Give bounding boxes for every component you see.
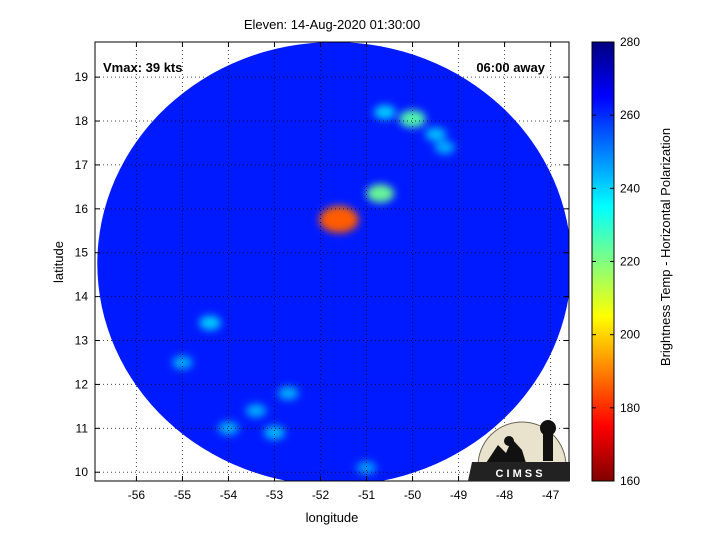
cold-feature-13 [356,461,377,475]
colorbar-tick-label: 200 [620,328,640,342]
cimss-logo-text: C I M S S [495,468,542,480]
y-tick-label: 13 [75,334,89,348]
x-axis-label: longitude [306,510,359,525]
chart-title: Eleven: 14-Aug-2020 01:30:00 [244,17,420,32]
swath-disc [97,42,569,481]
colorbar: 160 180 200 220 240 260 280 Brightness Temp - … [591,35,673,488]
cold-feature-1 [319,206,359,234]
x-tick-label: -49 [450,488,468,502]
colorbar-label: Brightness Temp - Horizontal Polarizatio… [658,128,673,366]
x-tick-label: -55 [174,488,192,502]
x-tick-label: -50 [404,488,422,502]
time-away-annotation: 06:00 away [476,60,545,75]
x-tick-label: -53 [266,488,284,502]
x-tick-label: -48 [496,488,514,502]
x-axis: -56 -55 -54 -53 -52 -51 -50 -49 -48 -47 [128,42,560,502]
colorbar-tick-label: 160 [620,474,640,488]
vmax-annotation: Vmax: 39 kts [103,60,183,75]
y-tick-label: 18 [75,114,89,128]
y-tick-label: 19 [75,70,89,84]
x-tick-label: -54 [220,488,238,502]
y-tick-label: 16 [75,202,89,216]
cold-feature-2 [366,184,395,203]
cold-feature-11 [278,386,299,400]
colorbar-tick-label: 220 [620,255,640,269]
y-tick-label: 17 [75,158,89,172]
y-axis-label: latitude [51,241,66,283]
cold-feature-4 [425,127,447,142]
colorbar-tick-label: 280 [620,35,640,49]
x-tick-label: -51 [358,488,376,502]
cold-feature-7 [199,315,221,331]
brightness-temp-swath [97,42,569,481]
colorbar-tick-label: 260 [620,108,640,122]
x-tick-label: -52 [312,488,330,502]
cimss-logo: C I M S S [468,420,570,481]
cold-feature-9 [263,425,285,440]
colorbar-tick-label: 180 [620,401,640,415]
cold-feature-10 [245,403,267,418]
cold-feature-5 [434,140,455,155]
y-axis: 10 11 12 13 14 15 16 17 18 19 [75,70,569,479]
x-tick-label: -56 [128,488,146,502]
y-tick-label: 15 [75,246,89,260]
grid-lines [95,42,569,481]
y-tick-label: 14 [75,290,89,304]
colorbar-ticks: 160 180 200 220 240 260 280 [592,35,640,488]
cold-cloud-features [172,105,455,475]
y-tick-label: 12 [75,377,89,391]
colorbar-tick-label: 240 [620,181,640,195]
plot-frame [94,41,570,482]
cold-feature-12 [218,421,239,436]
cold-feature-6 [374,105,396,120]
y-tick-label: 11 [76,421,89,435]
x-tick-label: -47 [542,488,560,502]
y-tick-label: 10 [75,465,89,479]
